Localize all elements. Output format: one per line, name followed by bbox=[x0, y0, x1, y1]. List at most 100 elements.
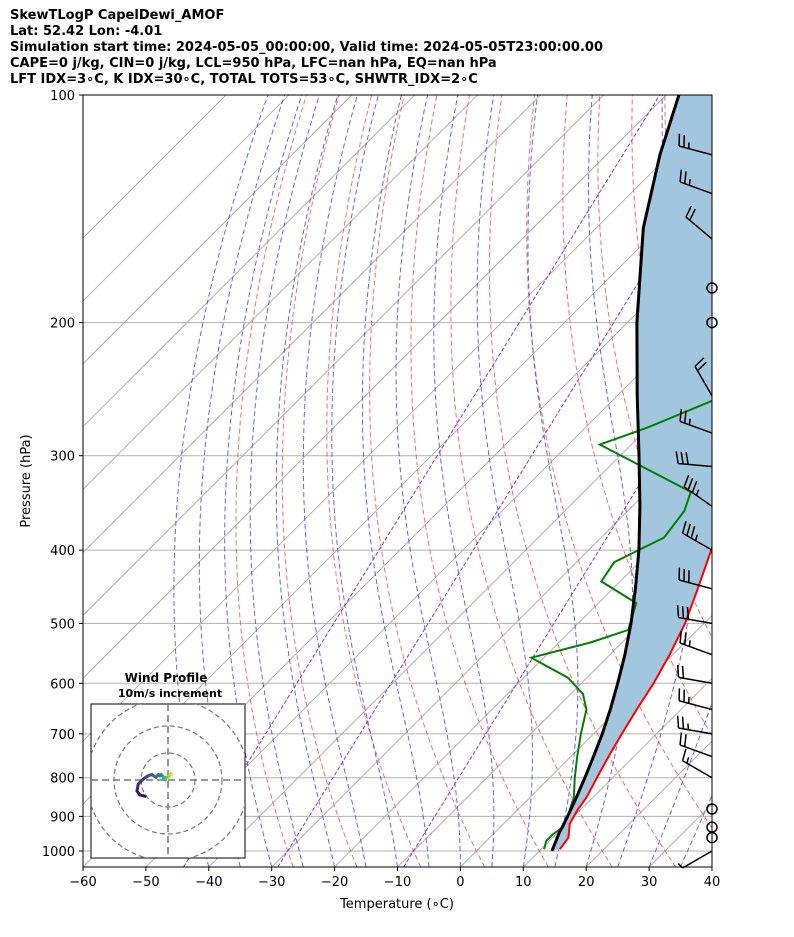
isotherm-line bbox=[83, 95, 478, 491]
barb-staff bbox=[678, 579, 713, 590]
indices-line-1: CAPE=0 j/kg, CIN=0 j/kg, LCL=950 hPa, LF… bbox=[10, 56, 497, 71]
wind-barb bbox=[679, 732, 713, 758]
barb-flag bbox=[690, 526, 696, 539]
times-line: Simulation start time: 2024-05-05_00:00:… bbox=[10, 40, 603, 55]
barb-flag bbox=[679, 169, 683, 182]
barb-flag bbox=[680, 451, 684, 465]
wind-barb bbox=[678, 567, 713, 590]
indices-line-2: LFT IDX=3∘C, K IDX=30∘C, TOTAL TOTS=53∘C… bbox=[10, 72, 478, 87]
isotherm-line bbox=[460, 614, 712, 867]
isotherm-line bbox=[145, 300, 712, 867]
dry-adiabat-line bbox=[763, 95, 794, 867]
barb-flag bbox=[684, 734, 687, 747]
x-tick-label: 10 bbox=[515, 875, 532, 890]
barb-flag bbox=[694, 357, 705, 367]
barb-flag bbox=[675, 451, 679, 464]
barb-flag bbox=[686, 523, 692, 536]
x-tick-label: −60 bbox=[69, 875, 96, 890]
barb-flag bbox=[683, 474, 690, 488]
dewpoint-line bbox=[528, 399, 712, 850]
x-tick-label: −10 bbox=[384, 875, 411, 890]
barb-flag bbox=[676, 664, 680, 678]
barb-flag bbox=[685, 452, 689, 465]
axes-layer: −60 −50 −40 −30 −20 −10 0 10 20 30 40 1000 900 800 700… bbox=[42, 89, 720, 890]
dry-adiabat-line bbox=[730, 95, 794, 867]
barb-staff bbox=[682, 760, 713, 779]
barb-staff bbox=[682, 532, 713, 551]
barb-flag bbox=[681, 665, 685, 679]
cape-shading bbox=[551, 95, 712, 851]
isotherm-line bbox=[83, 111, 712, 742]
y-tick-label: 1000 bbox=[42, 845, 75, 860]
moist-adiabat-line bbox=[711, 865, 712, 867]
isotherm-line bbox=[711, 866, 712, 867]
barb-half-flag bbox=[688, 179, 691, 186]
isotherm-line bbox=[83, 95, 604, 617]
dry-adiabat-line bbox=[597, 95, 712, 639]
barb-half-flag bbox=[677, 863, 684, 869]
barb-flag bbox=[676, 715, 680, 729]
barb-staff bbox=[685, 216, 713, 240]
wind-barb bbox=[678, 133, 713, 156]
isotherm-line bbox=[83, 95, 227, 239]
wind-barb bbox=[676, 664, 713, 685]
moist-adiabat-line bbox=[395, 95, 461, 867]
moist-adiabat-line bbox=[275, 95, 339, 867]
dry-adiabat-line bbox=[562, 95, 712, 737]
moist-adiabat-line bbox=[527, 95, 579, 867]
barb-staff bbox=[679, 642, 713, 656]
calm-wind-circle bbox=[706, 821, 718, 833]
mixing-ratio-line bbox=[183, 95, 661, 867]
wind-barb bbox=[679, 630, 713, 656]
y-tick-label: 300 bbox=[50, 450, 75, 465]
barb-flag bbox=[691, 480, 698, 493]
barb-staff bbox=[694, 366, 713, 397]
x-tick-label: 0 bbox=[456, 875, 464, 890]
barb-half-flag bbox=[688, 418, 691, 425]
barb-flag bbox=[679, 630, 683, 644]
wind-barb bbox=[706, 821, 718, 833]
x-tick-label: 30 bbox=[641, 875, 658, 890]
dry-adiabat-line bbox=[235, 95, 307, 867]
barb-flag bbox=[685, 205, 693, 218]
barb-staff bbox=[683, 486, 713, 507]
y-tick-label: 700 bbox=[50, 728, 75, 743]
x-tick-label: −30 bbox=[258, 875, 285, 890]
y-tick-label: 900 bbox=[50, 810, 75, 825]
y-tick-label: 800 bbox=[50, 772, 75, 787]
moist-adiabat-line bbox=[680, 794, 712, 867]
chart-title-block: SkewTLogP CapelDewi_AMOF Lat: 52.42 Lon:… bbox=[10, 8, 603, 88]
wind-barb bbox=[679, 169, 713, 195]
barb-staff bbox=[679, 420, 713, 434]
barb-half-flag bbox=[688, 640, 691, 647]
barb-staff bbox=[682, 850, 713, 869]
moist-adiabat-line bbox=[476, 95, 533, 867]
moist-adiabat-line bbox=[249, 95, 320, 867]
calm-wind-circle bbox=[706, 316, 718, 329]
barb-half-flag bbox=[694, 534, 698, 541]
y-tick-label: 600 bbox=[50, 677, 75, 692]
x-tick-label: 20 bbox=[578, 875, 595, 890]
barb-half-flag bbox=[686, 757, 690, 764]
barb-staff bbox=[679, 744, 713, 758]
wind-barb bbox=[681, 521, 713, 551]
moist-adiabat-line bbox=[198, 95, 286, 867]
cape-shading-layer bbox=[551, 95, 712, 851]
x-axis-label: Temperature (∘C) bbox=[339, 897, 454, 912]
wind-barbs-layer bbox=[675, 133, 718, 869]
hodograph-inset bbox=[90, 703, 246, 859]
dry-adiabat-line bbox=[369, 95, 485, 867]
barb-staff bbox=[679, 181, 713, 195]
wind-barb bbox=[676, 605, 713, 625]
mixing-ratio-line bbox=[277, 162, 712, 867]
wind-barb bbox=[676, 715, 713, 735]
wind-barb bbox=[694, 357, 713, 397]
wind-barb bbox=[685, 205, 713, 240]
wind-barb bbox=[706, 316, 718, 329]
barb-flag bbox=[681, 748, 687, 761]
barb-half-flag bbox=[695, 489, 700, 496]
y-tick-label: 400 bbox=[50, 544, 75, 559]
dry-adiabat-line bbox=[450, 95, 613, 867]
temperature-line bbox=[558, 545, 712, 850]
hodograph-body bbox=[91, 704, 245, 858]
